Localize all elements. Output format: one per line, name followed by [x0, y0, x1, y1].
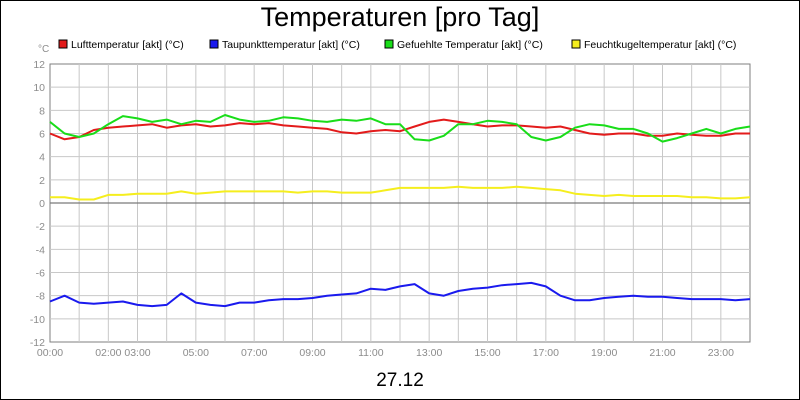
- legend-item-gefuehlte-temperatur: Gefuehlte Temperatur [akt] (°C): [384, 39, 543, 51]
- y-tick-label: 12: [33, 59, 45, 71]
- legend-swatch-gefuehlte-temperatur: [384, 39, 394, 49]
- x-tick-label: 05:00: [183, 347, 209, 359]
- x-tick-label: 03:00: [124, 347, 150, 359]
- x-tick-label: 21:00: [649, 347, 675, 359]
- y-tick-label: 2: [39, 175, 45, 187]
- y-axis: 12 10 8 6 4 2 0 -2 -4 -6 -8 -10 -12: [30, 59, 45, 349]
- x-tick-label: 07:00: [241, 347, 267, 359]
- legend-label-lufttemperatur: Lufttemperatur [akt] (°C): [71, 39, 184, 51]
- legend-item-taupunkttemperatur: Taupunkttemperatur [akt] (°C): [209, 39, 360, 51]
- legend-swatch-lufttemperatur: [58, 39, 68, 49]
- series-line-4: [50, 185, 751, 201]
- legend: Lufttemperatur [akt] (°C) Taupunkttemper…: [58, 39, 736, 51]
- chart-title: Temperaturen [pro Tag]: [261, 2, 540, 32]
- series-line-2: [49, 281, 751, 308]
- y-tick-label: 8: [39, 105, 45, 117]
- x-tick-label: 23:00: [708, 347, 734, 359]
- y-tick-label: -6: [36, 268, 45, 280]
- date-label: 27.12: [376, 370, 424, 391]
- y-tick-label: 0: [39, 198, 45, 210]
- legend-swatch-taupunkttemperatur: [209, 39, 219, 49]
- y-tick-label: -12: [30, 337, 45, 349]
- y-tick-label: -2: [36, 221, 45, 233]
- legend-label-taupunkttemperatur: Taupunkttemperatur [akt] (°C): [222, 39, 360, 51]
- y-tick-label: 6: [39, 129, 45, 141]
- y-unit-label: °C: [38, 44, 49, 55]
- x-axis: 00:00 02:00 03:00 05:00 07:00 09:00 11:00 13:00…: [37, 347, 734, 359]
- x-tick-label: 00:00: [37, 347, 63, 359]
- series-layer: [49, 114, 751, 308]
- legend-item-lufttemperatur: Lufttemperatur [akt] (°C): [58, 39, 184, 51]
- x-tick-label: 11:00: [358, 347, 384, 359]
- x-tick-label: 19:00: [591, 347, 617, 359]
- legend-label-feuchtkugeltemperatur: Feuchtkugeltemperatur [akt] (°C): [584, 39, 736, 51]
- x-tick-label: 17:00: [533, 347, 559, 359]
- x-tick-label: 15:00: [474, 347, 500, 359]
- series-line-1: [49, 118, 750, 141]
- x-tick-label: 09:00: [299, 347, 325, 359]
- series-line-3: [49, 114, 751, 143]
- y-tick-label: 4: [39, 152, 45, 164]
- grid: [50, 64, 750, 342]
- x-tick-label: 13:00: [416, 347, 442, 359]
- y-tick-label: -4: [36, 244, 45, 256]
- legend-item-feuchtkugeltemperatur: Feuchtkugeltemperatur [akt] (°C): [571, 39, 736, 51]
- y-tick-label: -10: [30, 314, 45, 326]
- y-tick-label: 10: [33, 82, 45, 94]
- legend-swatch-feuchtkugeltemperatur: [571, 39, 581, 49]
- x-tick-label: 02:00: [95, 347, 121, 359]
- y-tick-label: -8: [36, 291, 45, 303]
- legend-label-gefuehlte-temperatur: Gefuehlte Temperatur [akt] (°C): [397, 39, 543, 51]
